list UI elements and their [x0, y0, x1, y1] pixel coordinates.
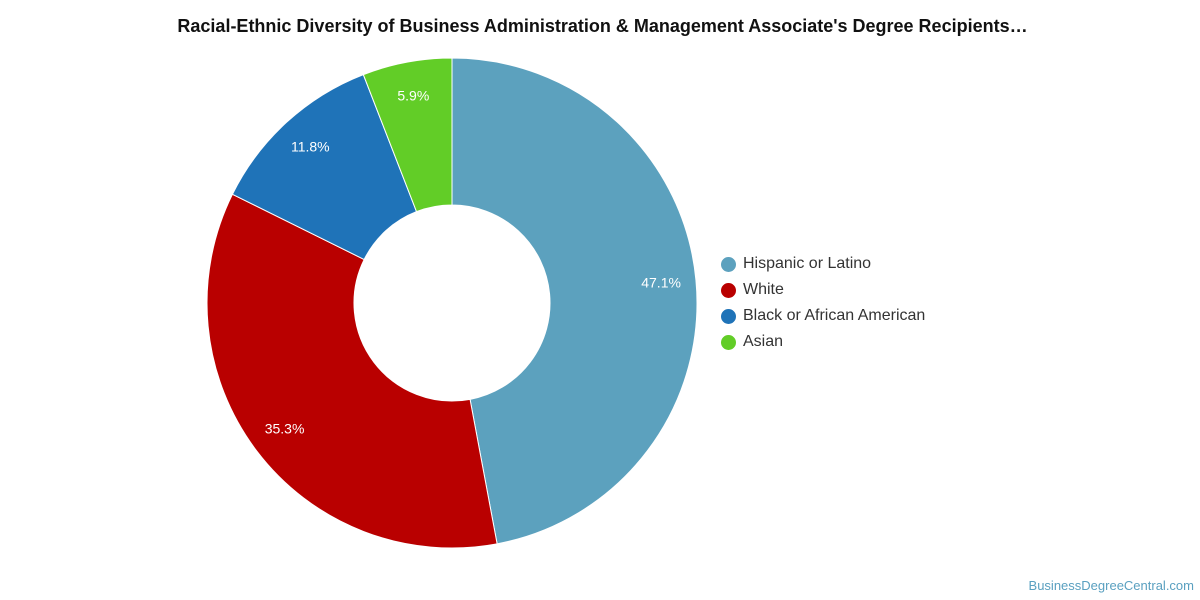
legend-swatch [721, 282, 736, 298]
slice-value-label: 5.9% [397, 87, 429, 103]
slice-hispanic-or-latino[interactable] [451, 57, 698, 545]
legend-item-hispanic-or-latino[interactable]: Hispanic or Latino [721, 254, 925, 274]
source-credit[interactable]: BusinessDegreeCentral.com [1028, 578, 1194, 593]
slice-white[interactable] [206, 193, 498, 549]
chart-title: Racial-Ethnic Diversity of Business Admi… [177, 16, 1028, 36]
legend-label: Asian [743, 333, 784, 350]
legend-label: White [743, 281, 784, 298]
legend: Hispanic or Latino White Black or African … [721, 254, 925, 352]
slice-black-or-african-american[interactable] [231, 73, 418, 261]
slice-value-label: 11.8% [291, 139, 330, 155]
legend-label: Black or African American [743, 307, 926, 324]
slice-asian[interactable] [362, 57, 453, 213]
legend-swatch [721, 334, 736, 350]
legend-item-asian[interactable]: Asian [721, 332, 925, 352]
legend-item-black-or-african-american[interactable]: Black or African American [721, 306, 925, 326]
slice-value-label: 47.1% [641, 274, 681, 290]
legend-swatch [721, 256, 736, 272]
legend-item-white[interactable]: White [721, 280, 925, 300]
slice-value-label: 35.3% [265, 420, 305, 436]
legend-swatch [721, 308, 736, 324]
legend-label: Hispanic or Latino [743, 255, 872, 272]
